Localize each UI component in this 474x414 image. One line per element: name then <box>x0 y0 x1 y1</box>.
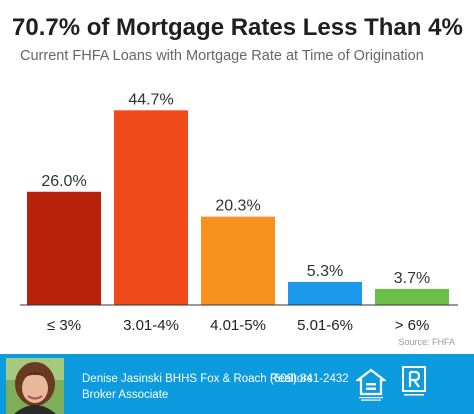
category-label-5: > 6% <box>395 317 430 334</box>
realtor-icon <box>402 366 426 400</box>
category-label-2: 3.01-4% <box>123 317 179 334</box>
value-label-1: 26.0% <box>41 173 86 190</box>
category-label-4: 5.01-6% <box>297 317 353 334</box>
category-label-1: ≤ 3% <box>47 317 81 334</box>
agent-name: Denise Jasinski BHHS Fox & Roach Realtor… <box>82 373 313 385</box>
chart-subtitle: Current FHFA Loans with Mortgage Rate at… <box>20 48 424 64</box>
value-label-3: 20.3% <box>215 198 260 215</box>
equal-housing-opportunity-icon <box>354 368 388 402</box>
value-label-2: 44.7% <box>128 91 173 108</box>
value-label-4: 5.3% <box>307 263 343 280</box>
agent-footer: Denise Jasinski BHHS Fox & Roach Realtor… <box>0 354 474 414</box>
bar-1 <box>27 191 101 305</box>
chart-title: 70.7% of Mortgage Rates Less Than 4% <box>12 14 463 41</box>
bar-chart: 26.0% ≤ 3% 44.7% 3.01-4% 20.3% 4.01-5% 5.3% 5.0… <box>20 91 458 347</box>
source-note: Source: FHFA <box>398 337 455 347</box>
agent-avatar <box>6 358 64 414</box>
bars-layer <box>27 110 449 305</box>
value-label-5: 3.7% <box>394 270 430 287</box>
bar-4 <box>288 281 362 305</box>
bar-5 <box>375 288 449 305</box>
agent-role: Broker Associate <box>82 389 169 401</box>
labels-layer: 26.0% ≤ 3% 44.7% 3.01-4% 20.3% 4.01-5% 5.3% 5.0… <box>41 91 430 334</box>
agent-phone: (609) 841-2432 <box>270 373 349 385</box>
bar-3 <box>201 216 275 305</box>
bar-2 <box>114 110 188 305</box>
category-label-3: 4.01-5% <box>210 317 266 334</box>
